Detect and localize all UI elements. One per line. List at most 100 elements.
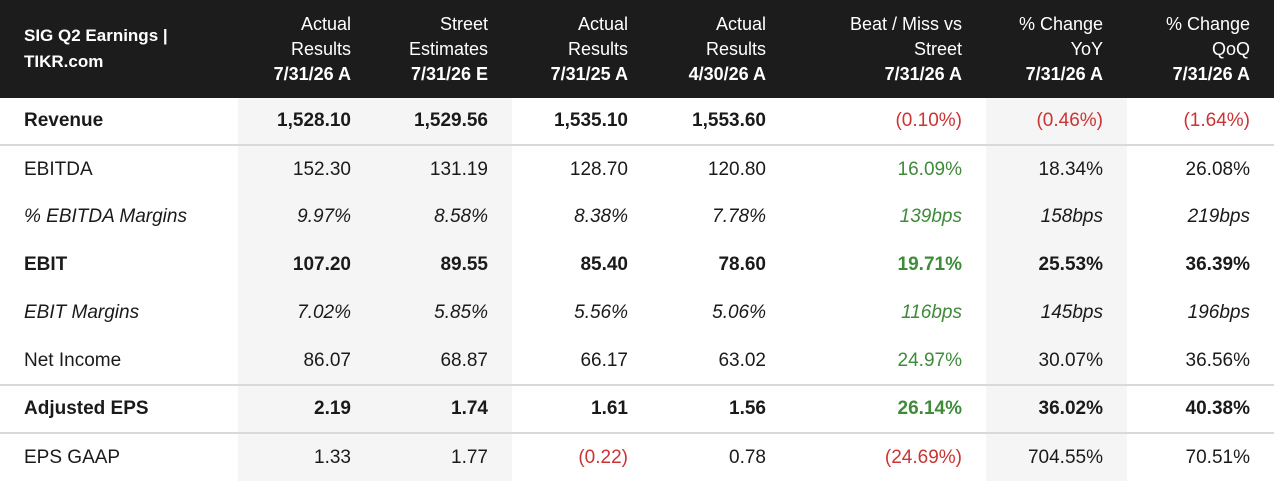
column-header-date: 4/30/26 A — [688, 63, 766, 84]
column-header-date: 7/31/26 E — [410, 63, 488, 84]
column-header-beat-miss: Beat / Miss vs Street 7/31/26 A — [790, 0, 986, 98]
cell-estimate: 8.58% — [375, 193, 512, 241]
cell-estimate: 68.87 — [375, 337, 512, 385]
cell-beat-miss: 26.14% — [790, 384, 986, 433]
cell-prior-quarter: 1.56 — [652, 384, 790, 433]
column-header-date: 7/31/26 A — [1025, 63, 1103, 84]
row-label: EBITDA — [0, 144, 238, 193]
cell-change-yoy: 30.07% — [986, 337, 1127, 385]
cell-prior-year: 1.61 — [512, 384, 652, 433]
cell-actual: 2.19 — [238, 384, 375, 433]
table-row-adjusted-eps: Adjusted EPS 2.19 1.74 1.61 1.56 26.14% … — [0, 384, 1274, 433]
column-header-line1: Actual — [577, 13, 628, 34]
cell-prior-year: 85.40 — [580, 254, 628, 275]
table-title-line1: SIG Q2 Earnings | — [24, 26, 168, 45]
cell-beat-miss: (24.69%) — [790, 432, 986, 481]
column-header-date: 7/31/25 A — [550, 63, 628, 84]
cell-change-qoq: 26.08% — [1127, 144, 1274, 193]
table-title-line2: TIKR.com — [24, 52, 104, 71]
cell-change-qoq: 219bps — [1187, 206, 1250, 227]
cell-prior-quarter: 63.02 — [718, 349, 766, 371]
column-header-line1: % Change — [1018, 13, 1103, 34]
cell-actual: 9.97% — [238, 193, 375, 241]
column-header-prior-year-actual: Actual Results 7/31/25 A — [512, 0, 652, 98]
column-header-change-qoq: % Change QoQ 7/31/26 A — [1127, 0, 1274, 98]
cell-prior-quarter: 120.80 — [652, 144, 790, 193]
cell-estimate: 5.85% — [375, 289, 512, 337]
column-header-line1: Street — [439, 13, 488, 34]
cell-prior-year: 128.70 — [512, 144, 652, 193]
cell-change-yoy: 18.34% — [986, 144, 1127, 193]
column-header-line2: Results — [567, 38, 628, 59]
cell-beat-miss: 24.97% — [897, 349, 962, 371]
cell-prior-year: 5.56% — [574, 302, 628, 323]
row-label: Adjusted EPS — [0, 384, 238, 433]
cell-prior-year: (0.22) — [512, 432, 652, 481]
cell-actual: 152.30 — [238, 144, 375, 193]
column-header-line2: Street — [913, 38, 962, 59]
cell-change-yoy: 25.53% — [986, 241, 1127, 289]
cell-actual: 1,528.10 — [238, 98, 375, 145]
cell-change-qoq: 70.51% — [1127, 432, 1274, 481]
cell-estimate: 89.55 — [375, 241, 512, 289]
cell-prior-quarter: 7.78% — [712, 206, 766, 227]
cell-actual: 1.33 — [238, 432, 375, 481]
cell-prior-quarter: 1,553.60 — [692, 110, 766, 131]
column-header-line1: Actual — [300, 13, 351, 34]
cell-beat-miss: (0.10%) — [895, 110, 962, 131]
row-label: EPS GAAP — [0, 432, 238, 481]
cell-beat-miss: 116bps — [901, 302, 962, 323]
cell-change-yoy: 36.02% — [986, 384, 1127, 433]
column-header-date: 7/31/26 A — [1172, 63, 1250, 84]
column-header-prior-quarter-actual: Actual Results 4/30/26 A — [652, 0, 790, 98]
table-row-revenue: Revenue 1,528.10 1,529.56 1,535.10 1,553… — [0, 98, 1274, 145]
cell-prior-quarter: 78.60 — [718, 254, 766, 275]
cell-beat-miss: 139bps — [899, 206, 962, 227]
cell-actual: 7.02% — [238, 289, 375, 337]
column-header-actual-results: Actual Results 7/31/26 A — [238, 0, 375, 98]
row-label: EBIT Margins — [24, 302, 140, 323]
table-row-net-income: Net Income 86.07 68.87 66.17 63.02 24.97… — [0, 337, 1274, 385]
column-header-line1: % Change — [1165, 13, 1250, 34]
table-row-ebitda-margins: % EBITDA Margins 9.97% 8.58% 8.38% 7.78%… — [0, 193, 1274, 241]
row-label: Revenue — [24, 110, 104, 131]
cell-actual: 107.20 — [238, 241, 375, 289]
cell-change-qoq: 196bps — [1187, 302, 1250, 323]
cell-change-yoy: 158bps — [986, 193, 1127, 241]
row-label: EBIT — [24, 254, 68, 275]
column-header-line2: YoY — [1070, 38, 1103, 59]
cell-prior-year: 66.17 — [580, 349, 628, 371]
column-header-date: 7/31/26 A — [273, 63, 351, 84]
cell-prior-quarter: 5.06% — [712, 302, 766, 323]
cell-beat-miss: 19.71% — [897, 254, 962, 275]
cell-change-yoy: 704.55% — [986, 432, 1127, 481]
table-row-eps-gaap: EPS GAAP 1.33 1.77 (0.22) 0.78 (24.69%) … — [0, 432, 1274, 481]
column-header-change-yoy: % Change YoY 7/31/26 A — [986, 0, 1127, 98]
table-row-ebit-margins: EBIT Margins 7.02% 5.85% 5.56% 5.06% 116… — [0, 289, 1274, 337]
table-row-ebitda: EBITDA 152.30 131.19 128.70 120.80 16.09… — [0, 144, 1274, 193]
cell-change-yoy: 145bps — [986, 289, 1127, 337]
column-header-line1: Actual — [715, 13, 766, 34]
column-header-line2: Results — [705, 38, 766, 59]
column-header-line1: Beat / Miss vs — [849, 13, 962, 34]
cell-estimate: 1.74 — [375, 384, 512, 433]
cell-change-qoq: (1.64%) — [1183, 110, 1250, 131]
cell-beat-miss: 16.09% — [790, 144, 986, 193]
cell-change-yoy: (0.46%) — [986, 98, 1127, 145]
table-title: SIG Q2 Earnings | TIKR.com — [0, 0, 238, 98]
column-header-date: 7/31/26 A — [884, 63, 962, 84]
cell-change-qoq: 40.38% — [1127, 384, 1274, 433]
row-label: Net Income — [24, 349, 122, 371]
column-header-line2: Results — [290, 38, 351, 59]
cell-change-qoq: 36.56% — [1185, 349, 1250, 371]
row-label: % EBITDA Margins — [24, 206, 187, 227]
cell-change-qoq: 36.39% — [1185, 254, 1250, 275]
cell-estimate: 1,529.56 — [375, 98, 512, 145]
column-header-line2: QoQ — [1211, 38, 1250, 59]
cell-estimate: 131.19 — [375, 144, 512, 193]
column-header-line2: Estimates — [408, 38, 488, 59]
cell-prior-year: 8.38% — [574, 206, 628, 227]
table-header-row: SIG Q2 Earnings | TIKR.com Actual Result… — [0, 0, 1274, 98]
cell-prior-quarter: 0.78 — [652, 432, 790, 481]
